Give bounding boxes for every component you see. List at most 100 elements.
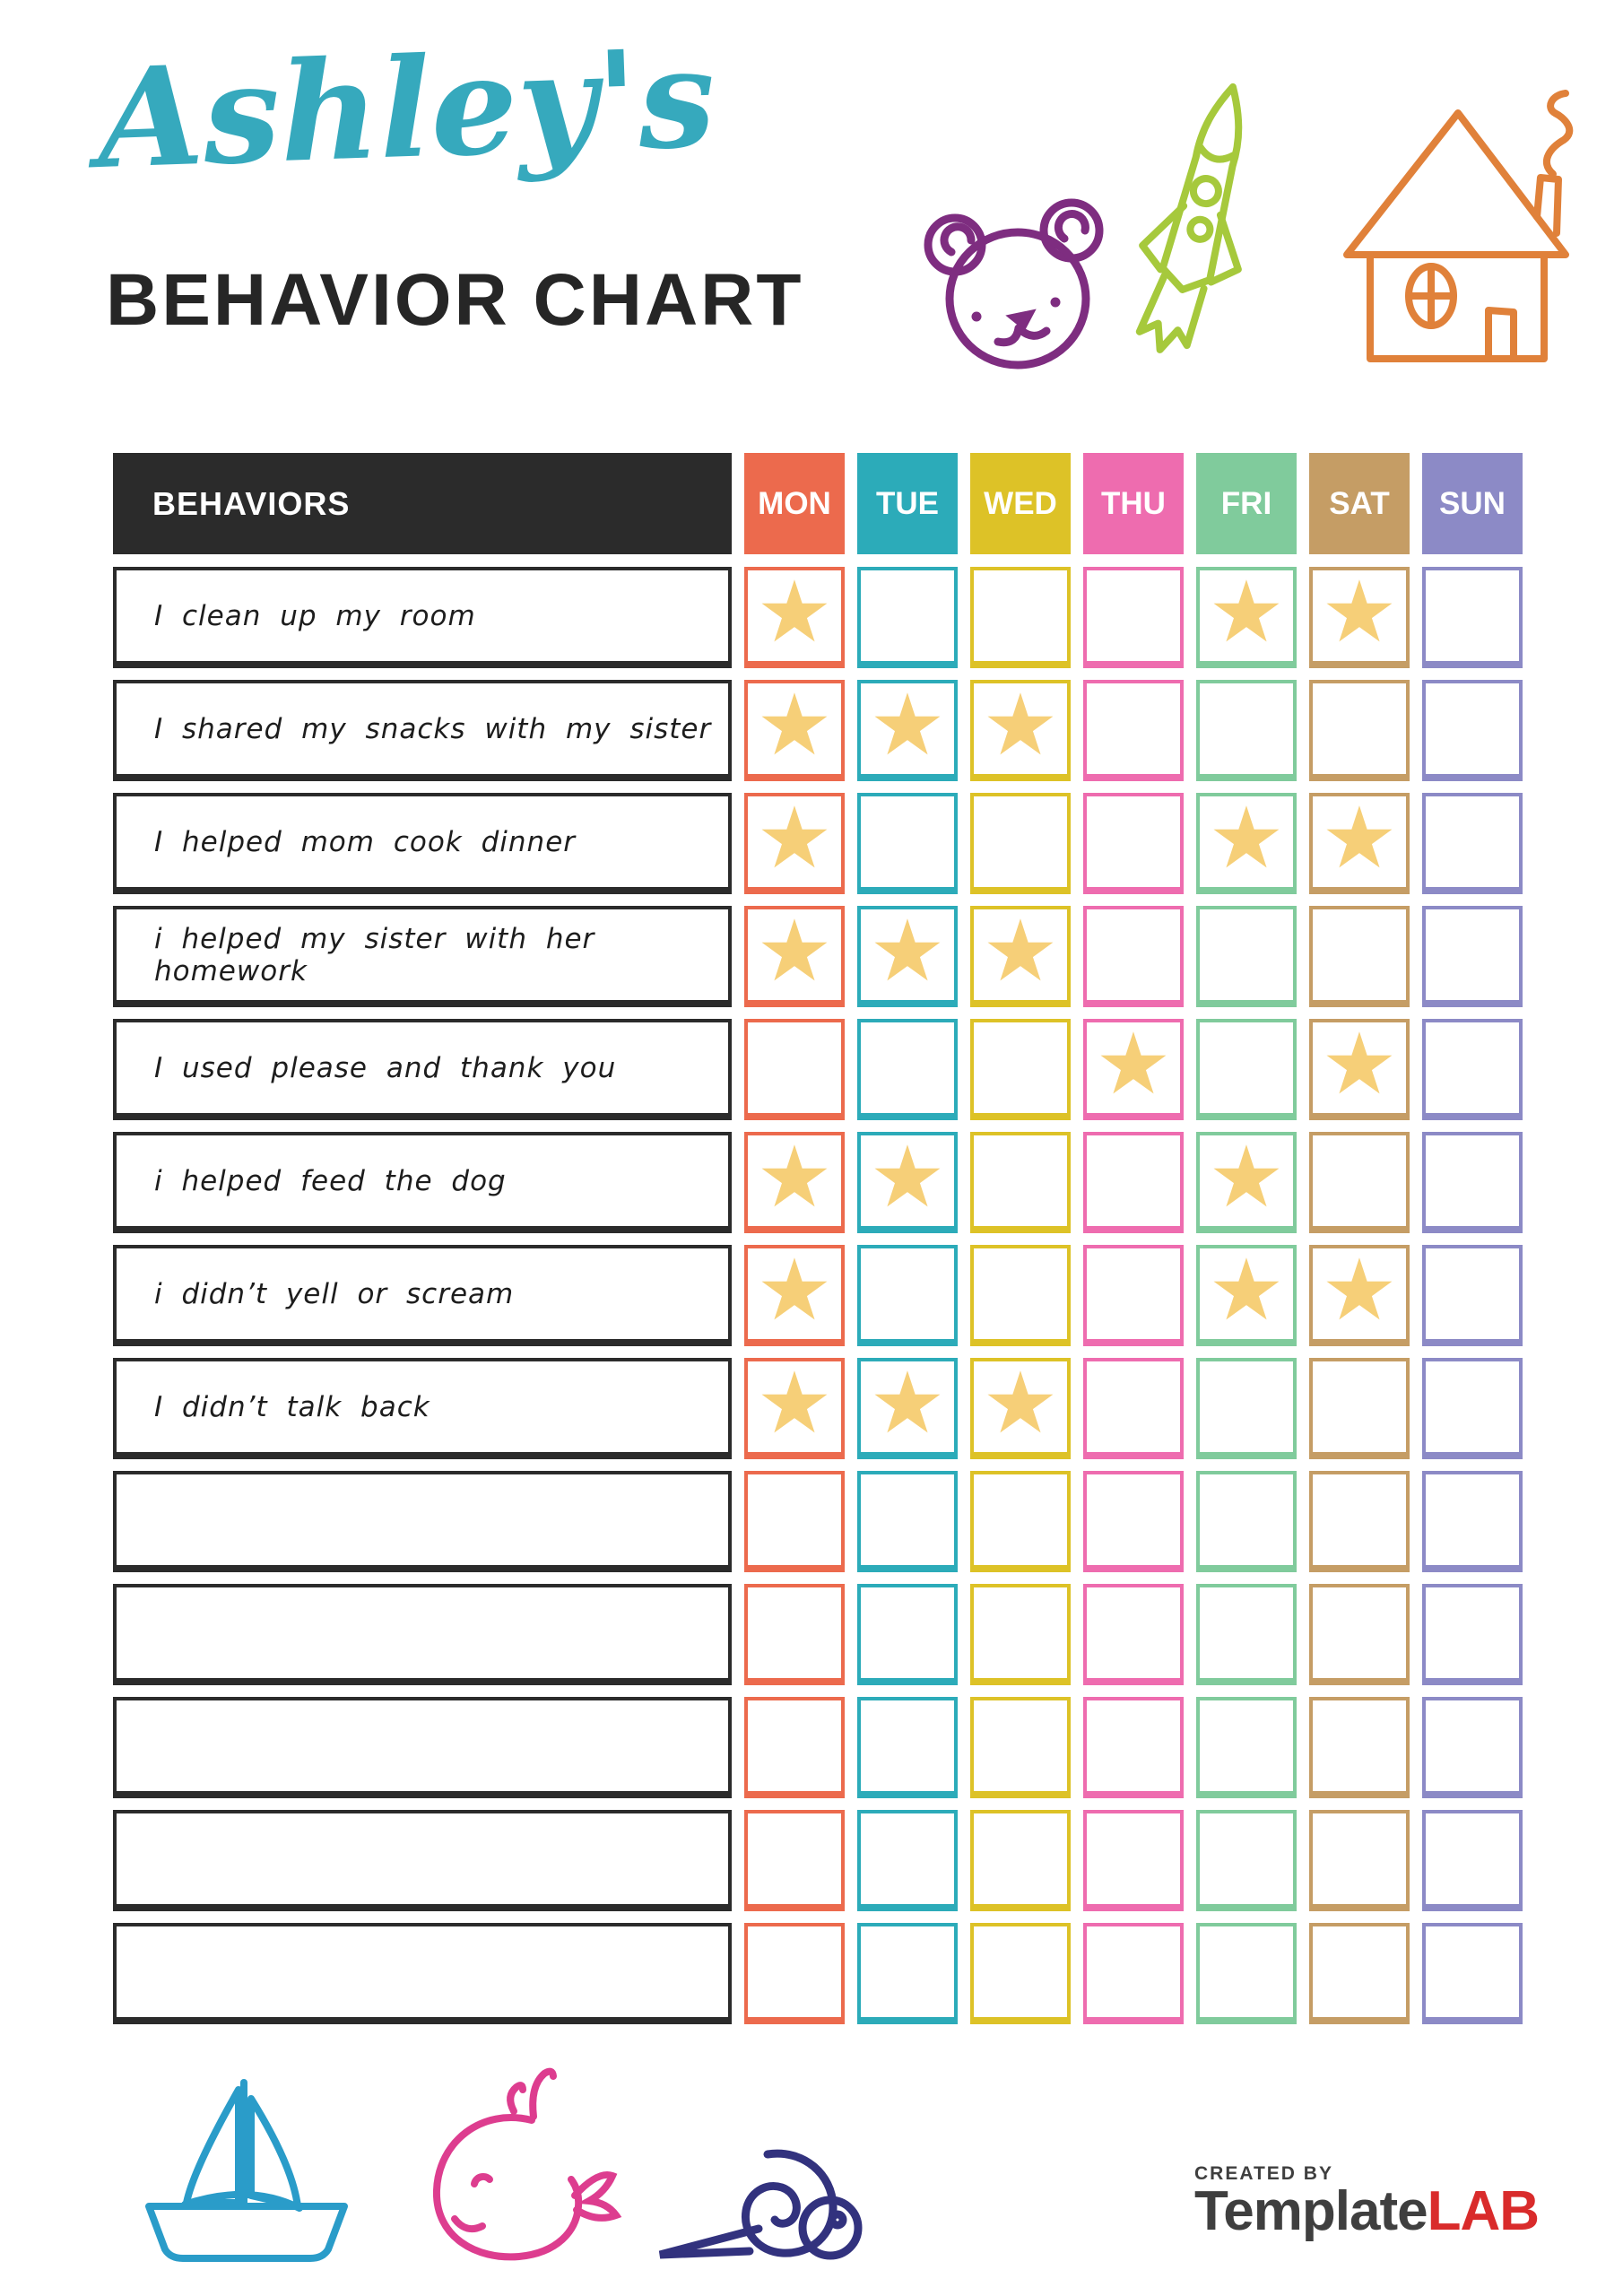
star-icon: ★ <box>982 1354 1059 1453</box>
star-icon: ★ <box>1208 789 1285 888</box>
behavior-label-cell: i didn’t yell or scream <box>113 1245 732 1346</box>
behavior-row: I shared my snacks with my sister ★ ★ ★ <box>113 680 1523 781</box>
day-cell-thu <box>1083 567 1184 668</box>
star-icon: ★ <box>756 676 833 775</box>
day-cell-mon <box>744 1584 845 1685</box>
day-cell-sat: ★ <box>1309 1245 1410 1346</box>
day-cell-wed <box>970 1132 1071 1233</box>
star-icon: ★ <box>756 1241 833 1340</box>
page-title: BEHAVIOR CHART <box>106 259 804 341</box>
star-icon: ★ <box>1321 1015 1398 1114</box>
day-cell-sat <box>1309 1132 1410 1233</box>
star-icon: ★ <box>1321 1241 1398 1340</box>
rocket-icon <box>1135 83 1243 353</box>
behavior-label-cell: I didn’t talk back <box>113 1358 732 1459</box>
day-cell-mon: ★ <box>744 1132 845 1233</box>
day-cell-fri: ★ <box>1196 793 1297 894</box>
day-cell-sat <box>1309 1358 1410 1459</box>
day-cell-mon <box>744 1019 845 1120</box>
day-cell-sat <box>1309 1810 1410 1911</box>
behavior-row <box>113 1923 1523 2024</box>
whale-icon <box>432 2067 622 2261</box>
brand-logo-text: TemplateLAB <box>1194 2179 1540 2243</box>
day-header-mon: MON <box>744 453 845 554</box>
star-icon: ★ <box>1321 563 1398 662</box>
day-cell-tue <box>857 1923 958 2024</box>
day-cell-sun <box>1422 1245 1523 1346</box>
chart-header-row: BEHAVIORS MON TUE WED THU FRI SAT SUN <box>113 453 1523 554</box>
behavior-label-cell: I helped mom cook dinner <box>113 793 732 894</box>
behavior-row: i helped my sister with her homework ★ ★ ★ <box>113 906 1523 1007</box>
day-cell-sun <box>1422 1584 1523 1685</box>
day-cell-mon <box>744 1923 845 2024</box>
day-cell-sat <box>1309 1471 1410 1572</box>
star-icon: ★ <box>1321 789 1398 888</box>
day-header-fri: FRI <box>1196 453 1297 554</box>
day-cell-fri: ★ <box>1196 1132 1297 1233</box>
behavior-row: i helped feed the dog ★ ★ ★ <box>113 1132 1523 1233</box>
star-icon: ★ <box>756 789 833 888</box>
behavior-label-cell <box>113 1923 732 2024</box>
day-cell-mon: ★ <box>744 793 845 894</box>
day-cell-sat: ★ <box>1309 793 1410 894</box>
day-cell-wed <box>970 1810 1071 1911</box>
star-icon: ★ <box>756 902 833 1001</box>
day-cell-sun <box>1422 1132 1523 1233</box>
star-icon: ★ <box>869 1354 946 1453</box>
day-cell-thu <box>1083 1358 1184 1459</box>
day-cell-tue <box>857 1697 958 1798</box>
day-cell-thu <box>1083 680 1184 781</box>
star-icon: ★ <box>756 1354 833 1453</box>
day-cell-fri <box>1196 1584 1297 1685</box>
day-cell-tue <box>857 1584 958 1685</box>
day-cell-wed: ★ <box>970 906 1071 1007</box>
snail-icon <box>658 2149 863 2260</box>
day-cell-tue: ★ <box>857 906 958 1007</box>
day-cell-thu <box>1083 1245 1184 1346</box>
day-cell-sun <box>1422 1471 1523 1572</box>
day-cell-sun <box>1422 1019 1523 1120</box>
created-by-label: CREATED BY <box>1194 2163 1333 2184</box>
day-cell-wed <box>970 1019 1071 1120</box>
day-cell-fri <box>1196 1810 1297 1911</box>
star-icon: ★ <box>982 902 1059 1001</box>
day-cell-sun <box>1422 567 1523 668</box>
day-cell-tue: ★ <box>857 1132 958 1233</box>
day-cell-tue <box>857 793 958 894</box>
day-cell-thu <box>1083 1584 1184 1685</box>
house-icon <box>1343 90 1574 362</box>
behavior-label-cell <box>113 1810 732 1911</box>
day-cell-tue <box>857 1810 958 1911</box>
day-cell-wed: ★ <box>970 1358 1071 1459</box>
day-cell-fri <box>1196 906 1297 1007</box>
behavior-label-cell: I shared my snacks with my sister <box>113 680 732 781</box>
star-icon: ★ <box>1208 563 1285 662</box>
day-cell-thu <box>1083 1697 1184 1798</box>
day-cell-sun <box>1422 1697 1523 1798</box>
day-cell-sat <box>1309 1923 1410 2024</box>
bear-icon <box>924 198 1104 370</box>
star-icon: ★ <box>869 902 946 1001</box>
star-icon: ★ <box>1208 1241 1285 1340</box>
day-cell-mon: ★ <box>744 1358 845 1459</box>
day-cell-tue <box>857 1019 958 1120</box>
star-icon: ★ <box>756 1128 833 1227</box>
day-cell-tue: ★ <box>857 680 958 781</box>
day-cell-fri: ★ <box>1196 1245 1297 1346</box>
day-cell-sat: ★ <box>1309 567 1410 668</box>
day-cell-fri <box>1196 1471 1297 1572</box>
star-icon: ★ <box>869 1128 946 1227</box>
day-cell-fri: ★ <box>1196 567 1297 668</box>
day-cell-tue: ★ <box>857 1358 958 1459</box>
behavior-row <box>113 1471 1523 1572</box>
star-icon: ★ <box>982 676 1059 775</box>
day-cell-mon: ★ <box>744 567 845 668</box>
day-cell-wed: ★ <box>970 680 1071 781</box>
day-cell-tue <box>857 567 958 668</box>
day-cell-mon: ★ <box>744 680 845 781</box>
behavior-label-cell <box>113 1584 732 1685</box>
day-cell-fri <box>1196 1019 1297 1120</box>
star-icon: ★ <box>1208 1128 1285 1227</box>
day-header-wed: WED <box>970 453 1071 554</box>
day-cell-thu <box>1083 1471 1184 1572</box>
